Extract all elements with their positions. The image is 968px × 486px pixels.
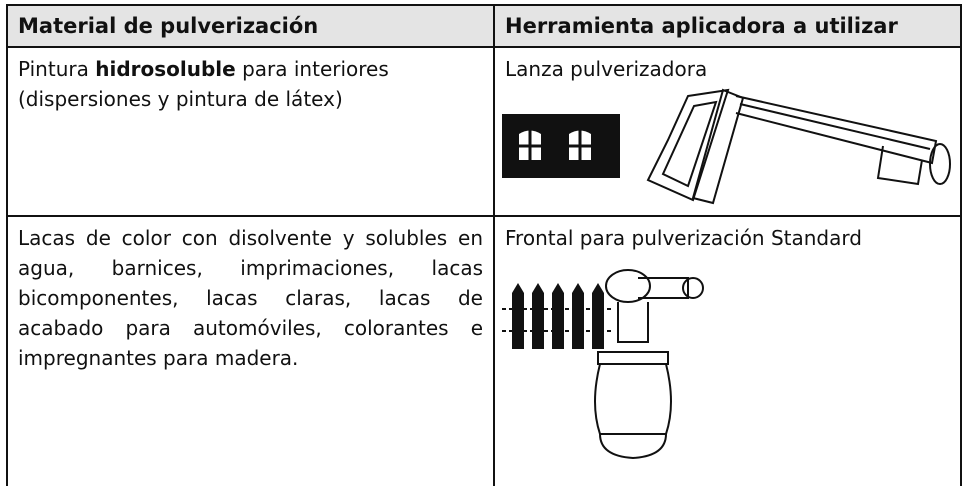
text: para interiores (dispersiones y pintura … (18, 57, 389, 111)
fence-icon (502, 283, 612, 349)
material-cell: Lacas de color con disolvente y solubles… (8, 217, 493, 379)
window-icon (502, 114, 620, 178)
tool-cell: Lanza pulverizadora (495, 48, 960, 90)
material-cell: Pintura hidrosoluble para interiores (di… (8, 48, 428, 120)
spray-gun-icon (594, 269, 704, 460)
header-text: Material de pulverización (18, 14, 319, 38)
row-border (8, 215, 960, 217)
header-cell: Herramienta aplicadora a utilizar (495, 6, 960, 46)
text: Lanza pulverizadora (505, 57, 708, 81)
bold-text: hidrosoluble (95, 57, 236, 81)
header-cell: Material de pulverización (8, 6, 493, 46)
text: Frontal para pulverización Standard (505, 226, 862, 250)
row-border (8, 46, 960, 48)
tool-cell: Frontal para pulverización Standard (495, 217, 960, 259)
column-border (493, 6, 495, 486)
spray-lance-icon (646, 88, 951, 205)
table: Material de pulverización Herramienta ap… (6, 4, 962, 486)
header-text: Herramienta aplicadora a utilizar (505, 14, 898, 38)
text: Lacas de color con disolvente y solubles… (18, 226, 483, 370)
text: Pintura (18, 57, 96, 81)
